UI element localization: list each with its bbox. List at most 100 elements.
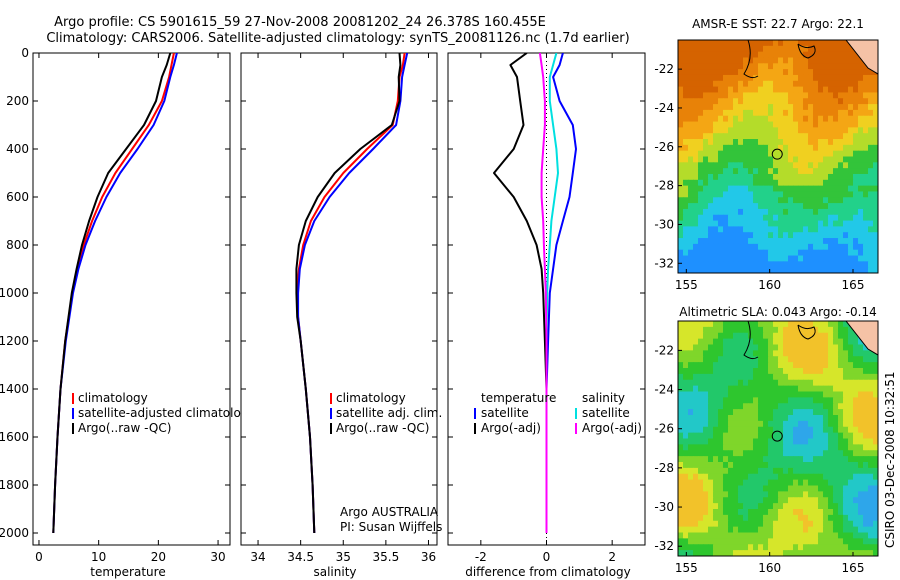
map-cell [823,139,829,146]
map-cell [728,321,734,328]
map-cell [783,267,789,273]
map-cell [803,350,809,357]
map-cell [763,462,769,469]
map-cell [793,121,799,128]
map-cell [723,379,729,387]
map-cell [858,191,864,198]
map-cell [748,338,754,346]
map-cell [728,179,734,187]
map-cell [743,127,749,134]
map-cell [678,426,684,434]
map-cell [748,503,754,510]
map-cell [723,220,729,227]
map-cell [808,426,814,434]
map-cell [793,438,799,445]
map-cell [848,438,854,445]
map-cell [808,344,814,351]
map-cell [763,133,769,140]
map-cell [853,115,859,123]
map-cell [683,139,689,146]
map-cell [763,243,769,251]
map-cell [818,220,824,227]
map-cell [768,214,774,222]
map-cell [838,385,844,393]
map-cell [868,520,874,528]
map-cell [708,509,714,516]
map-cell [683,232,689,239]
map-cell [718,326,724,334]
map-cell [818,243,824,251]
map-cell [703,326,709,334]
map-cell [748,379,754,387]
map-cell [678,485,684,492]
map-cell [813,232,819,239]
map-cell [783,438,789,445]
map-cell [793,373,799,381]
map-cell [833,168,839,175]
map-cell [788,203,794,210]
map-cell [868,415,874,422]
map-cell [738,338,744,346]
map-cell [688,456,694,463]
map-cell [828,45,834,53]
map-cell [688,74,694,82]
map-cell [733,526,739,534]
map-cell [698,403,704,410]
map-cell [813,538,819,545]
map-cell [833,133,839,140]
map-cell [733,509,739,516]
map-cell [778,485,784,492]
map-cell [828,509,834,516]
map-cell [838,438,844,445]
legend-entry: Argo(-adj) [582,421,642,435]
map-cell [793,45,799,53]
map-cell [853,350,859,357]
map-cell [863,220,869,227]
map-cell [713,467,719,475]
map-cell [718,144,724,152]
map-cell [833,397,839,404]
map-cell [853,255,859,262]
map-cell [773,51,779,59]
map-cell [783,420,789,428]
map-cell [678,373,684,381]
map-cell [843,538,849,545]
map-cell [768,92,774,99]
map-cell [768,80,774,88]
map-cell [748,479,754,487]
map-cell [728,51,734,59]
map-cell [748,473,754,481]
map-cell [813,544,819,551]
map-cell [733,139,739,146]
map-cell [758,520,764,528]
map-cell [813,509,819,516]
map-cell [823,109,829,117]
map-cell [743,104,749,111]
map-cell [828,267,834,273]
map-cell [688,104,694,111]
map-cell [823,208,829,216]
map-cell [788,438,794,445]
map-cell [728,485,734,492]
map-cell [828,139,834,146]
map-cell [833,232,839,239]
map-cell [843,397,849,404]
map-cell [818,520,824,528]
map-cell [858,420,864,428]
map-cell [843,121,849,128]
map-cell [743,249,749,257]
series-line [295,53,402,534]
map-cell [718,462,724,469]
map-cell [743,344,749,351]
map-cell [703,467,709,475]
map-cell [703,538,709,545]
map-cell [793,332,799,340]
map-cell [788,133,794,140]
map-cell [863,98,869,105]
map-cell [768,185,774,193]
map-cell [808,450,814,457]
map-cell [778,127,784,134]
map-cell [818,497,824,504]
map-cell [738,532,744,539]
map-cell [738,444,744,451]
